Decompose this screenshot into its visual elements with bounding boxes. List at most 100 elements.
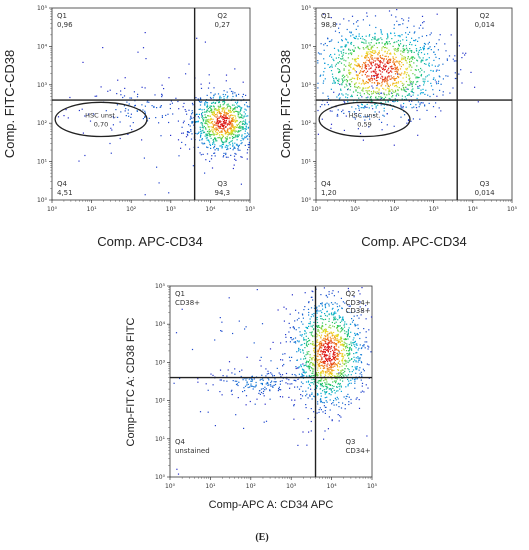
data-point bbox=[408, 100, 410, 102]
data-point bbox=[329, 332, 331, 334]
data-point bbox=[390, 32, 392, 35]
data-point bbox=[226, 137, 228, 139]
data-point bbox=[320, 395, 322, 397]
data-point bbox=[237, 136, 239, 138]
data-point bbox=[204, 135, 206, 137]
data-point bbox=[234, 152, 236, 155]
data-point bbox=[340, 385, 342, 387]
data-point bbox=[362, 82, 364, 84]
data-point bbox=[363, 391, 365, 393]
data-point bbox=[320, 409, 322, 411]
data-point bbox=[231, 136, 234, 138]
data-point bbox=[321, 303, 323, 305]
data-point bbox=[378, 42, 380, 44]
data-point bbox=[259, 379, 261, 381]
data-point bbox=[197, 120, 199, 122]
data-point bbox=[177, 473, 180, 475]
data-point bbox=[376, 98, 378, 100]
data-point bbox=[226, 118, 228, 120]
data-point bbox=[243, 123, 245, 125]
data-point bbox=[331, 369, 333, 372]
data-point bbox=[406, 88, 408, 90]
data-point bbox=[67, 117, 69, 119]
data-point bbox=[343, 324, 345, 326]
data-point bbox=[357, 87, 359, 89]
data-point bbox=[329, 366, 332, 368]
data-point bbox=[350, 53, 353, 56]
data-point bbox=[270, 381, 272, 384]
data-point bbox=[209, 105, 211, 107]
data-point bbox=[312, 341, 314, 343]
data-point bbox=[360, 391, 362, 393]
data-point bbox=[236, 101, 239, 104]
data-point bbox=[233, 147, 235, 149]
data-point bbox=[207, 108, 209, 110]
data-point bbox=[223, 116, 225, 119]
data-point bbox=[362, 87, 364, 89]
data-point bbox=[314, 396, 316, 398]
data-point bbox=[389, 70, 391, 72]
x-axis-label: Comp. APC-CD34 bbox=[97, 234, 202, 249]
data-point bbox=[380, 97, 382, 99]
data-point bbox=[230, 126, 232, 128]
data-point bbox=[236, 130, 238, 132]
data-point bbox=[109, 89, 111, 91]
data-point bbox=[338, 69, 340, 71]
data-point bbox=[346, 80, 349, 82]
data-point bbox=[249, 386, 251, 388]
data-point bbox=[142, 109, 144, 111]
data-point bbox=[349, 71, 351, 74]
data-point bbox=[144, 87, 146, 89]
data-point bbox=[370, 47, 372, 49]
data-point bbox=[354, 325, 356, 327]
data-point bbox=[320, 337, 322, 339]
data-point bbox=[229, 106, 231, 108]
data-point bbox=[336, 363, 338, 365]
data-point bbox=[349, 352, 351, 354]
data-point bbox=[215, 108, 217, 110]
data-point bbox=[411, 44, 413, 46]
data-point bbox=[280, 359, 282, 361]
data-point bbox=[216, 123, 218, 125]
data-point bbox=[419, 104, 421, 106]
data-point bbox=[359, 66, 361, 68]
data-point bbox=[315, 384, 317, 387]
data-point bbox=[366, 363, 368, 365]
plot-panel-b: HSC unst.0,59Q198,8Q20,014Q30,014Q41,201… bbox=[278, 5, 518, 249]
data-point bbox=[107, 90, 109, 92]
data-point bbox=[329, 357, 331, 359]
data-point bbox=[316, 336, 318, 338]
data-point bbox=[363, 116, 365, 118]
data-point bbox=[432, 70, 434, 72]
data-point bbox=[409, 63, 411, 66]
data-point bbox=[239, 130, 241, 132]
data-point bbox=[169, 107, 171, 110]
data-point bbox=[350, 42, 352, 44]
data-point bbox=[288, 331, 290, 333]
data-point bbox=[225, 116, 227, 118]
data-point bbox=[386, 47, 388, 49]
data-point bbox=[199, 104, 202, 106]
data-point bbox=[440, 110, 442, 112]
data-point bbox=[219, 104, 221, 106]
data-point bbox=[391, 68, 393, 70]
y-tick-label: 10⁴ bbox=[155, 321, 166, 328]
data-point bbox=[405, 91, 407, 93]
data-point bbox=[381, 83, 383, 85]
data-point bbox=[331, 391, 333, 393]
data-point bbox=[343, 349, 345, 351]
data-point bbox=[320, 310, 322, 312]
data-point bbox=[396, 70, 398, 72]
data-point bbox=[111, 129, 113, 131]
data-point bbox=[347, 393, 349, 395]
data-point bbox=[271, 373, 273, 375]
data-point bbox=[293, 418, 295, 420]
data-point bbox=[326, 385, 328, 387]
data-point bbox=[378, 91, 380, 93]
data-point bbox=[316, 339, 319, 341]
data-point bbox=[335, 399, 337, 401]
data-point bbox=[222, 375, 224, 377]
data-point bbox=[237, 131, 239, 133]
data-point bbox=[200, 134, 202, 136]
data-point bbox=[211, 128, 213, 130]
